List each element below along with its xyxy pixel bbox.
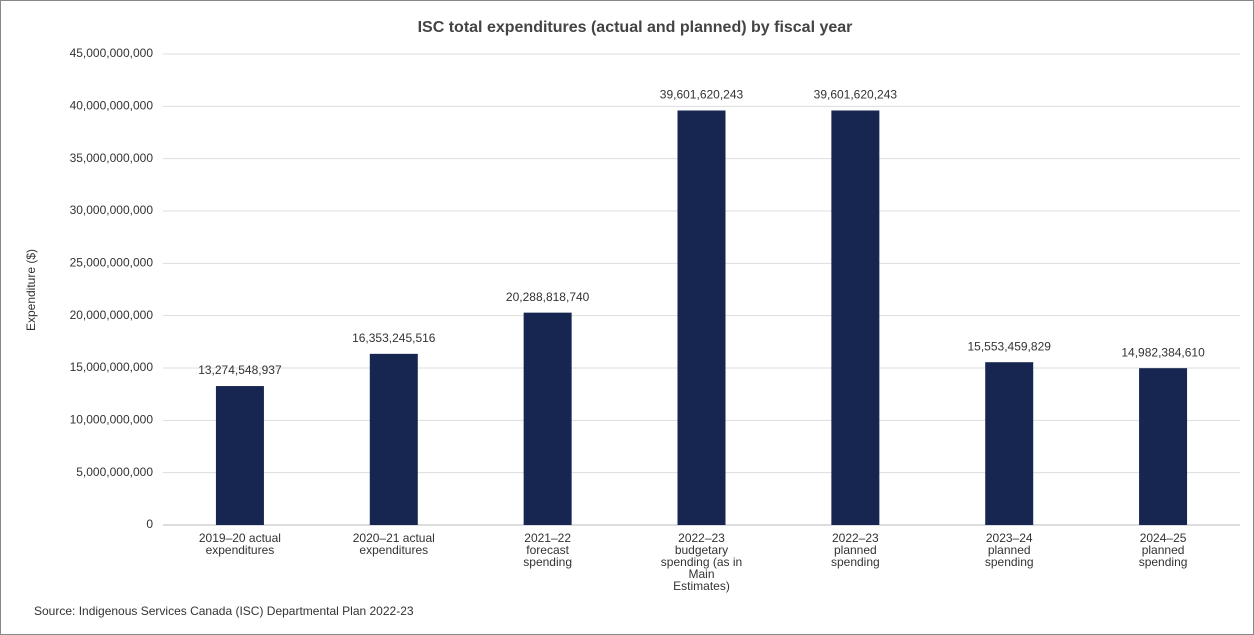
data-label: 15,553,459,829: [968, 339, 1052, 353]
bar: [523, 312, 572, 525]
x-tick-label: 2021–22 forecast spending: [523, 531, 572, 569]
bar: [831, 110, 880, 525]
y-tick-label: 0: [146, 517, 153, 531]
bar: [677, 110, 726, 525]
data-label: 39,601,620,243: [660, 88, 744, 102]
y-tick-label: 10,000,000,000: [70, 413, 154, 427]
y-tick-label: 35,000,000,000: [70, 151, 154, 165]
y-tick-label: 20,000,000,000: [70, 308, 154, 322]
y-tick-label: 40,000,000,000: [70, 99, 154, 113]
x-tick-label: 2024–25 planned spending: [1139, 531, 1188, 569]
bar: [1139, 368, 1188, 525]
chart-title: ISC total expenditures (actual and plann…: [418, 19, 853, 36]
y-tick-label: 15,000,000,000: [70, 360, 154, 374]
bar: [369, 353, 418, 525]
source-note: Source: Indigenous Services Canada (ISC)…: [34, 604, 414, 618]
x-tick-label: 2019–20 actual expenditures: [199, 531, 281, 557]
y-axis-label: Expenditure ($): [24, 249, 38, 331]
bar: [215, 386, 264, 525]
x-tick-label: 2023–24 planned spending: [985, 531, 1034, 569]
data-label: 14,982,384,610: [1121, 345, 1205, 359]
data-label: 20,288,818,740: [506, 290, 590, 304]
y-tick-label: 25,000,000,000: [70, 256, 154, 270]
bar: [985, 362, 1034, 525]
data-label: 39,601,620,243: [814, 88, 898, 102]
y-tick-label: 5,000,000,000: [76, 465, 153, 479]
x-tick-label: 2022–23 budgetary spending (as in Main Estim…: [661, 531, 742, 593]
data-label: 13,274,548,937: [198, 363, 282, 377]
x-tick-label: 2020–21 actual expenditures: [353, 531, 435, 557]
x-tick-label: 2022–23 planned spending: [831, 531, 880, 569]
y-tick-label: 45,000,000,000: [70, 46, 154, 60]
data-label: 16,353,245,516: [352, 331, 436, 345]
y-tick-label: 30,000,000,000: [70, 203, 154, 217]
